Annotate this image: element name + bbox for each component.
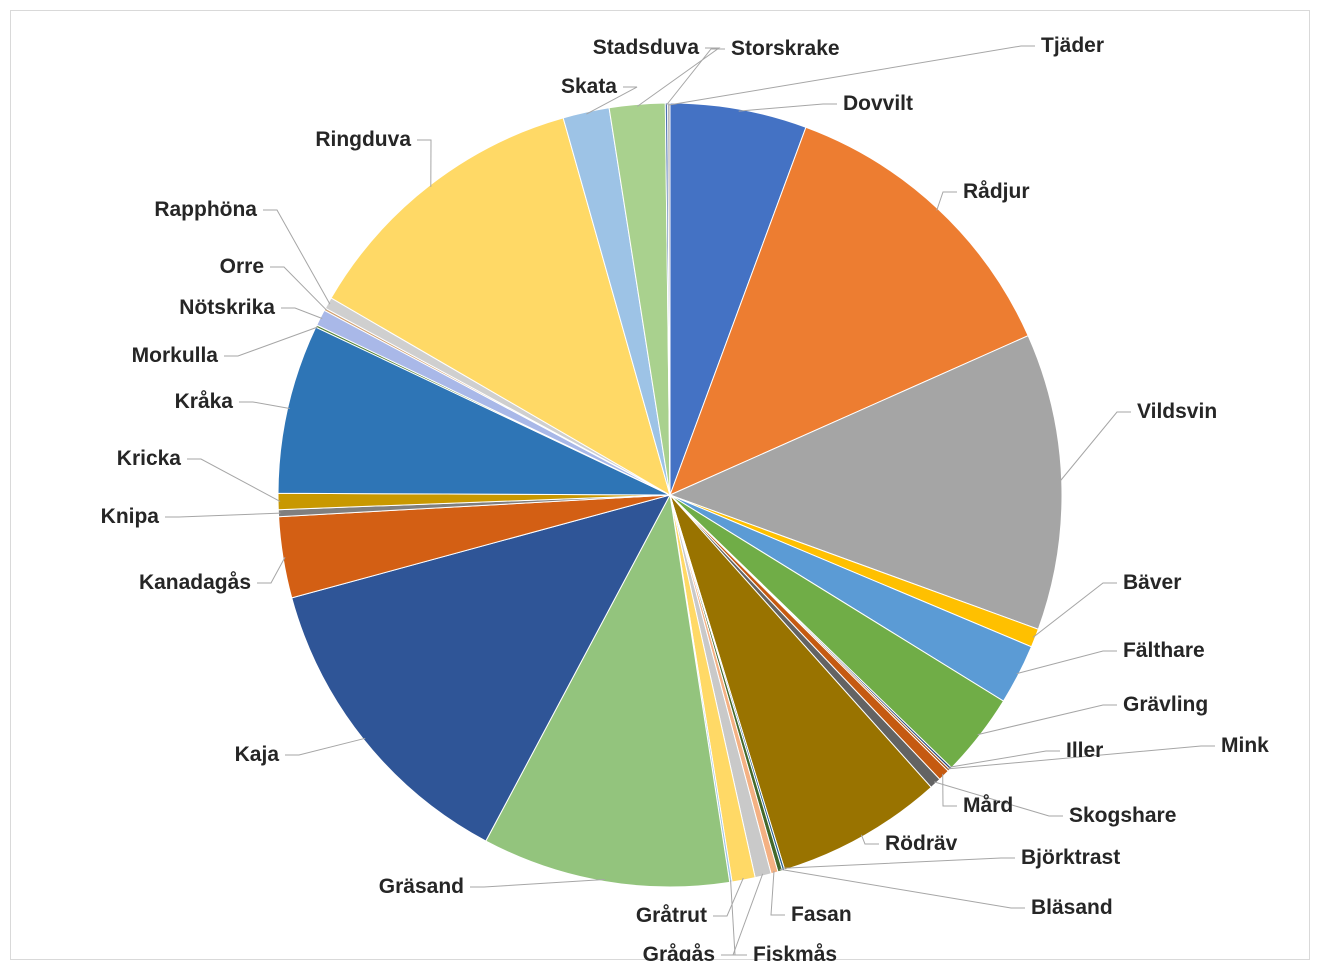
leader-line-fasan (770, 870, 785, 916)
leader-line-orre (270, 266, 327, 311)
leader-line-kraka (239, 401, 290, 409)
slice-group (277, 102, 1063, 888)
leader-line-rodrav (860, 834, 879, 845)
label-rodrav: Rödräv (885, 832, 958, 855)
label-fasan: Fasan (791, 903, 852, 926)
label-kanadagas: Kanadagås (139, 571, 251, 594)
label-kricka: Kricka (117, 447, 182, 470)
leader-line-gravling (977, 704, 1117, 736)
pie-chart: Dovvilt Rådjur Vildsvin Bäver Fälthare Grävli… (101, 34, 1269, 961)
leader-line-notskrika (281, 307, 323, 319)
leader-line-storskrake (666, 48, 725, 106)
leader-line-tjader (668, 45, 1035, 106)
label-stadsduva: Stadsduva (593, 36, 700, 59)
label-knipa: Knipa (101, 505, 160, 528)
leader-line-radjur (936, 191, 957, 211)
label-group: Dovvilt Rådjur Vildsvin Bäver Fälthare Grävli… (101, 34, 1269, 961)
label-mard: Mård (963, 794, 1013, 817)
label-skogshare: Skogshare (1069, 804, 1176, 827)
label-gragas: Grågås (643, 943, 715, 961)
slice-vildsvin (668, 335, 1063, 630)
label-kraka: Kråka (175, 390, 234, 413)
leader-line-blasand (779, 868, 1025, 909)
pie-chart-area: Dovvilt Rådjur Vildsvin Bäver Fälthare Grävli… (10, 10, 1310, 961)
label-kaja: Kaja (235, 743, 280, 766)
label-falthare: Fälthare (1123, 639, 1205, 662)
label-grasand: Gräsand (379, 875, 464, 898)
leader-line-baver (1032, 582, 1117, 638)
leader-line-gratrut (713, 877, 744, 917)
leader-line-falthare (1016, 650, 1117, 675)
leader-line-bjorktrast (782, 857, 1015, 869)
leader-line-mink (947, 745, 1215, 770)
slice-dovvilt (669, 102, 807, 496)
label-orre: Orre (220, 255, 264, 278)
leader-line-gragas (721, 880, 736, 956)
label-bjorktrast: Björktrast (1021, 846, 1120, 869)
label-mink: Mink (1221, 734, 1269, 757)
label-rapphona: Rapphöna (154, 198, 257, 221)
label-iller: Iller (1066, 739, 1103, 762)
label-vildsvin: Vildsvin (1137, 400, 1217, 423)
slice-kaja (291, 494, 671, 842)
leader-line-group (165, 45, 1215, 956)
label-ringduva: Ringduva (315, 128, 411, 151)
label-gratrut: Gråtrut (636, 904, 707, 927)
leader-line-mard (942, 773, 957, 807)
label-gravling: Grävling (1123, 693, 1208, 716)
leader-line-dovvilt (738, 103, 837, 112)
label-fiskmas: Fiskmås (753, 943, 837, 961)
leader-line-kanadagas (257, 557, 286, 584)
leader-line-skata (586, 86, 638, 115)
label-storskrake: Storskrake (731, 37, 840, 60)
leader-line-stadsduva (637, 47, 721, 107)
leader-line-rapphona (263, 209, 331, 305)
slice-grasand (485, 493, 731, 888)
leader-line-knipa (165, 512, 281, 518)
leader-line-morkulla (224, 326, 319, 357)
leader-line-vildsvin (1059, 411, 1131, 482)
leader-line-ringduva (417, 139, 432, 187)
label-radjur: Rådjur (963, 180, 1030, 203)
label-tjader: Tjäder (1041, 34, 1104, 57)
leader-line-kricka (187, 458, 281, 502)
leader-line-iller (949, 750, 1060, 768)
leader-line-skogshare (934, 781, 1063, 817)
leader-line-kaja (285, 737, 366, 756)
label-notskrika: Nötskrika (179, 296, 275, 319)
label-skata: Skata (561, 75, 617, 98)
label-baver: Bäver (1123, 571, 1181, 594)
label-dovvilt: Dovvilt (843, 92, 913, 115)
leader-line-grasand (470, 879, 605, 888)
slice-ringduva (330, 117, 671, 497)
label-blasand: Bläsand (1031, 896, 1113, 919)
label-morkulla: Morkulla (132, 344, 219, 367)
slice-radjur (669, 126, 1029, 496)
